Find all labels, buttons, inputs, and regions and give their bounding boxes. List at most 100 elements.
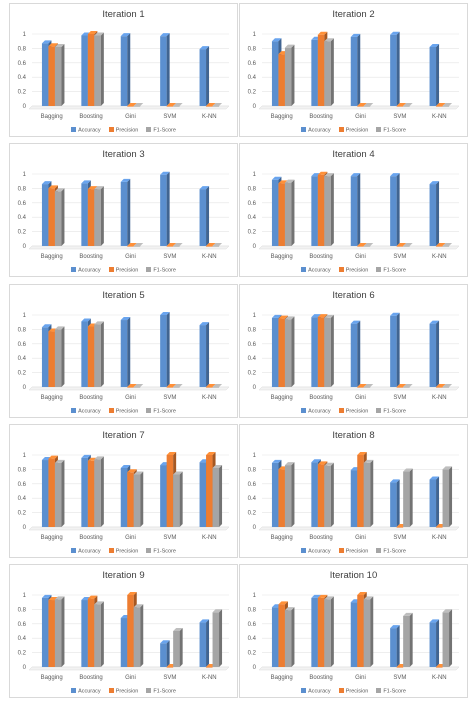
x-tick-label: Gini [125, 535, 136, 541]
bar [442, 609, 453, 667]
bar [350, 320, 361, 387]
chart-panel: 0 0.2 0.4 0.6 0.8 1 Bagging Boosting Gini SVM K-NN… [9, 284, 238, 418]
legend-label: Precision [115, 408, 139, 414]
chart-panel: 0 0.2 0.4 0.6 0.8 1 Bagging Boosting Gini SVM K-NN… [9, 143, 238, 277]
y-tick-label: 0.6 [248, 61, 257, 67]
bar [120, 33, 131, 106]
bar [429, 43, 440, 106]
legend-item: F1-Score [146, 407, 176, 414]
x-tick-label: K-NN [432, 395, 447, 401]
legend-item: Accuracy [301, 266, 331, 273]
y-tick-label: 0.6 [248, 482, 257, 488]
legend-item: Accuracy [71, 687, 101, 694]
legend-swatch [71, 126, 77, 132]
y-tick-label: 0.8 [248, 46, 257, 52]
bar [199, 46, 210, 106]
bar [199, 322, 210, 387]
bar [284, 607, 295, 667]
y-tick-label: 0.8 [248, 186, 257, 192]
bar [350, 173, 361, 246]
bar [442, 384, 453, 388]
y-tick-label: 0.6 [18, 482, 27, 488]
y-tick-label: 0.6 [18, 622, 27, 628]
bar [429, 320, 440, 387]
y-tick-label: 0 [253, 665, 257, 671]
legend-swatch [338, 126, 344, 132]
x-tick-label: K-NN [202, 254, 217, 260]
bar [363, 384, 374, 388]
bar [173, 103, 183, 107]
y-tick-label: 0.8 [18, 46, 27, 52]
bar [160, 312, 170, 387]
legend-swatch [301, 126, 307, 132]
x-tick-label: Bagging [271, 675, 293, 681]
legend-swatch [108, 126, 114, 132]
x-tick-label: Bagging [41, 395, 63, 401]
chart-title: Iteration 1 [102, 9, 145, 20]
x-tick-label: SVM [393, 535, 406, 541]
legend-swatch [146, 687, 152, 693]
x-tick-label: Gini [125, 114, 136, 120]
bar [133, 243, 144, 247]
x-tick-label: Bagging [271, 114, 293, 120]
legend-item: Precision [108, 407, 139, 414]
bar [54, 43, 65, 106]
chart-panel: 0 0.2 0.4 0.6 0.8 1 Bagging Boosting Gini SVM K-NN… [239, 284, 468, 418]
y-tick-label: 0 [23, 244, 27, 250]
bar [324, 173, 334, 246]
bar [94, 601, 104, 667]
legend-swatch [301, 547, 307, 553]
bar [357, 384, 367, 388]
bar [212, 464, 223, 527]
y-tick-label: 0 [253, 525, 257, 531]
x-tick-label: K-NN [202, 114, 217, 120]
bar [212, 384, 223, 388]
y-tick-label: 0.6 [248, 201, 257, 207]
x-tick-label: Gini [125, 395, 136, 401]
legend-label: Accuracy [78, 267, 101, 273]
legend-item: F1-Score [376, 547, 406, 554]
x-tick-label: K-NN [432, 675, 447, 681]
legend-item: Precision [338, 547, 369, 554]
legend-swatch [338, 687, 344, 693]
bar [206, 103, 216, 107]
legend-swatch [108, 547, 114, 553]
legend-swatch [338, 266, 344, 272]
bar [120, 178, 131, 246]
x-tick-label: SVM [163, 254, 176, 260]
legend-item: F1-Score [146, 266, 176, 273]
x-tick-label: Gini [355, 254, 366, 260]
bar [363, 459, 374, 527]
y-tick-label: 0 [23, 385, 27, 391]
chart-svg: 0 0.2 0.4 0.6 0.8 1 Bagging Boosting Gini SVM K-NN [248, 312, 460, 401]
bar [94, 456, 104, 527]
x-tick-label: SVM [163, 535, 176, 541]
x-tick-label: K-NN [432, 535, 447, 541]
y-tick-label: 0.8 [18, 607, 27, 613]
x-tick-label: Boosting [309, 395, 332, 401]
y-tick-label: 0.2 [248, 371, 257, 377]
bar [284, 179, 295, 246]
y-tick-label: 0 [253, 104, 257, 110]
legend-item: Precision [108, 126, 138, 133]
y-tick-label: 0.2 [18, 651, 27, 657]
bar [199, 186, 210, 246]
y-tick-label: 0.8 [18, 467, 27, 473]
legend-item: Precision [108, 266, 138, 273]
y-tick-label: 1 [23, 172, 27, 178]
bar [133, 384, 144, 388]
x-tick-label: Bagging [271, 535, 293, 541]
x-tick-label: Boosting [309, 535, 332, 541]
y-tick-label: 0.2 [248, 90, 257, 96]
legend-label: Accuracy [308, 688, 331, 694]
legend-item: F1-Score [376, 266, 406, 273]
legend-item: Accuracy [301, 126, 331, 133]
x-tick-label: Bagging [41, 535, 63, 541]
bar [284, 462, 295, 527]
chart-panel: 0 0.2 0.4 0.6 0.8 1 Bagging Boosting Gini SVM K-NN… [239, 143, 468, 277]
legend-label: Precision [345, 548, 369, 554]
chart-panel: 0 0.2 0.4 0.6 0.8 1 Bagging Boosting Gini SVM K-NN… [239, 424, 468, 558]
chart-legend: Accuracy Precision F1-Score [10, 126, 237, 133]
bar [133, 103, 144, 107]
bar [127, 384, 137, 388]
